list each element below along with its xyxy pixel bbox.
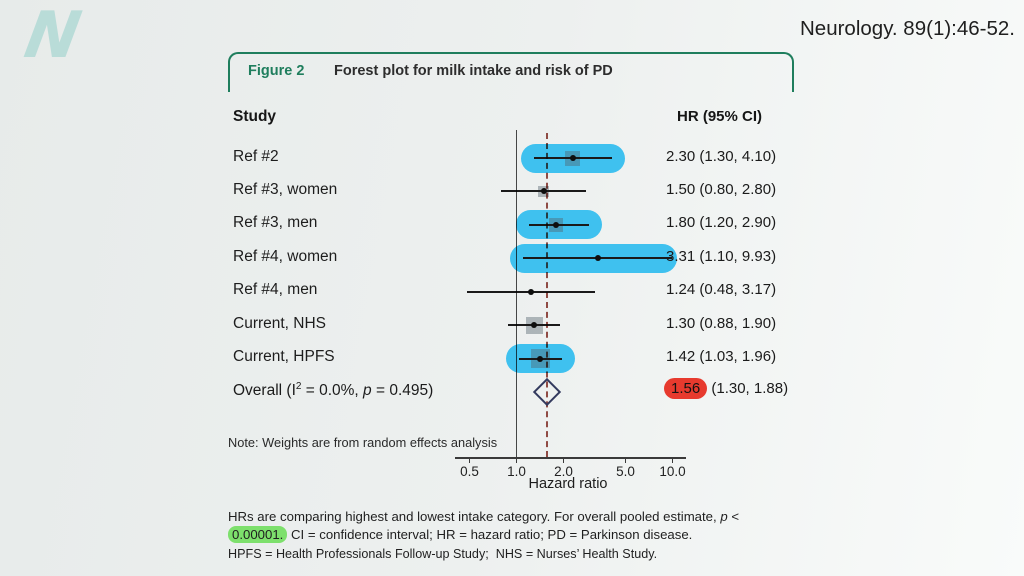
overall-label-pre: Overall (I [233,382,296,400]
x-axis-tick [515,457,518,463]
figure-tag: Figure 2 [248,63,305,79]
point-estimate-dot [537,355,544,362]
point-estimate-dot [594,255,601,262]
point-estimate-dot [528,288,535,295]
hr-value: 1.50 (0.80, 2.80) [666,180,777,198]
x-axis-line [455,457,686,459]
hr-value: 3.31 (1.10, 9.93) [666,247,777,265]
overall-label: Overall (I2 = 0.0%, p = 0.495) [233,381,433,400]
caption-line-3: HPFS = Health Professionals Follow-up St… [228,547,658,561]
study-label: Ref #4, women [233,247,338,265]
figure-header: Figure 2 Forest plot for milk intake and… [228,52,794,92]
hr-value: 1.42 (1.03, 1.96) [666,348,777,366]
figure-title: Forest plot for milk intake and risk of … [334,63,613,79]
hr-value: 1.30 (0.88, 1.90) [666,314,777,332]
x-axis-tick-label: 0.5 [460,464,479,479]
point-estimate-dot [553,221,560,228]
overall-label-mid: = 0.0%, [301,382,364,400]
journal-citation: Neurology. 89(1):46-52. [800,17,1015,40]
weights-note: Note: Weights are from random effects an… [228,435,498,450]
overall-label-sup: 2 [295,381,302,392]
x-axis-tick [624,457,627,463]
hr-value: 2.30 (1.30, 4.10) [666,147,777,165]
overall-label-end: = 0.495) [371,382,434,400]
x-axis-tick-label: 1.0 [507,464,526,479]
p-value-highlight: 0.00001. [228,526,288,543]
x-axis-tick [671,457,674,463]
column-header-hr: HR (95% CI) [677,108,763,125]
reference-line [515,130,518,457]
caption-line-1: HRs are comparing highest and lowest int… [228,509,740,524]
caption-line-2: 0.00001. CI = confidence interval; HR = … [228,526,692,543]
x-axis-tick [468,457,471,463]
x-axis-tick-label: 2.0 [554,464,573,479]
x-axis-label: Hazard ratio [528,476,608,492]
study-label: Ref #2 [233,147,279,165]
x-axis-tick [562,457,565,463]
overall-hr-value: 1.56 (1.30, 1.88) [664,378,789,399]
study-label: Current, HPFS [233,348,335,366]
overall-label-p: p [363,382,372,400]
overall-diamond [532,377,561,407]
overall-hr-highlight: 1.56 [664,378,708,399]
study-label: Ref #4, men [233,281,318,299]
x-axis-tick-label: 5.0 [616,464,635,479]
overall-hr-ci: (1.30, 1.88) [707,380,789,397]
hr-value: 1.24 (0.48, 3.17) [666,281,777,299]
hr-value: 1.80 (1.20, 2.90) [666,214,777,232]
point-estimate-dot [569,155,576,161]
pooled-estimate-dashed-line [545,133,548,457]
point-estimate-dot [531,322,538,329]
study-label: Ref #3, men [233,214,318,232]
point-estimate-dot [540,188,547,195]
study-label: Current, NHS [233,314,327,332]
study-label: Ref #3, women [233,180,338,198]
column-header-study: Study [233,108,277,125]
x-axis-tick-label: 10.0 [659,464,686,479]
